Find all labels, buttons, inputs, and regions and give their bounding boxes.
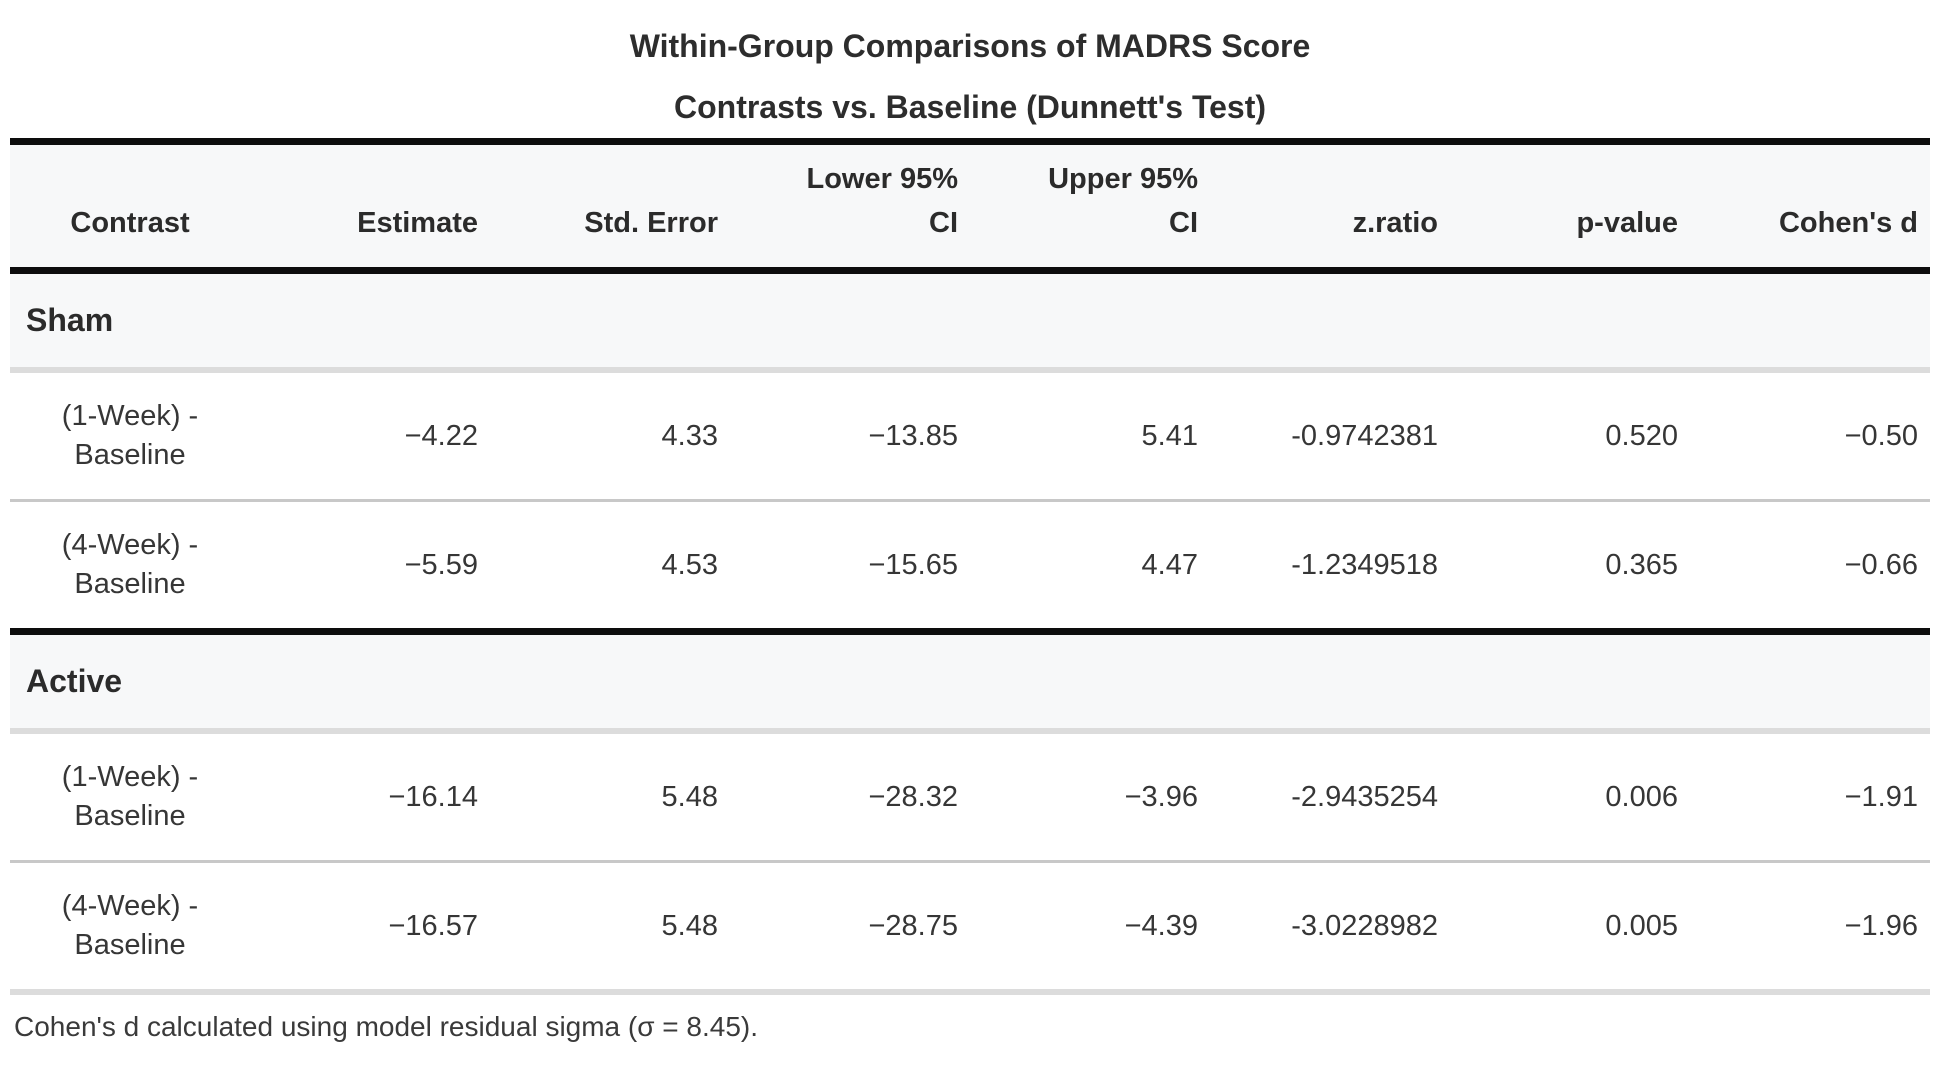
cell-contrast: (4-Week) - Baseline	[61, 529, 199, 600]
table-body: Sham (1-Week) - Baseline −4.22 4.33 −13.…	[10, 270, 1930, 992]
cell-std-error: 4.53	[661, 548, 718, 581]
cell-contrast: (1-Week) - Baseline	[61, 761, 199, 832]
cell-cohens-d: −0.66	[1844, 548, 1918, 581]
column-header-std-error: Std. Error	[584, 207, 718, 239]
cell-upper-ci: −4.39	[1124, 909, 1198, 942]
cell-cohens-d: −1.91	[1844, 780, 1918, 813]
cell-estimate: −16.14	[388, 780, 478, 813]
column-header-contrast: Contrast	[70, 207, 190, 239]
table-head: Contrast Estimate Std. Error Lower 95% C…	[10, 141, 1930, 271]
table-title: Within-Group Comparisons of MADRS Score	[629, 28, 1311, 64]
table-footnote: Cohen's d calculated using model residua…	[14, 1011, 759, 1042]
group-label-sham: Sham	[26, 302, 114, 338]
cell-upper-ci: 5.41	[1141, 419, 1198, 452]
cell-std-error: 4.33	[661, 419, 718, 452]
table-row-active-4week: (4-Week) - Baseline −16.57 5.48 −28.75 −…	[10, 861, 1930, 992]
table-row-sham-1week: (1-Week) - Baseline −4.22 4.33 −13.85 5.…	[10, 370, 1930, 501]
cell-z-ratio: -1.2349518	[1291, 548, 1438, 581]
cell-estimate: −5.59	[404, 548, 478, 581]
cell-lower-ci: −13.85	[868, 419, 958, 452]
cell-lower-ci: −15.65	[868, 548, 958, 581]
cell-cohens-d: −1.96	[1844, 909, 1918, 942]
column-header-p-value: p-value	[1576, 207, 1678, 239]
column-header-upper-ci: Upper 95% CI	[1048, 163, 1198, 239]
column-header-row: Contrast Estimate Std. Error Lower 95% C…	[10, 141, 1930, 271]
column-header-z-ratio: z.ratio	[1352, 207, 1438, 239]
cell-upper-ci: −3.96	[1124, 780, 1198, 813]
cell-lower-ci: −28.32	[868, 780, 958, 813]
cell-p-value: 0.365	[1605, 548, 1678, 581]
cell-estimate: −4.22	[404, 419, 478, 452]
cell-cohens-d: −0.50	[1844, 419, 1918, 452]
cell-std-error: 5.48	[661, 909, 718, 942]
cell-z-ratio: -0.9742381	[1291, 419, 1438, 452]
column-header-estimate: Estimate	[357, 207, 478, 239]
table-row-sham-4week: (4-Week) - Baseline −5.59 4.53 −15.65 4.…	[10, 500, 1930, 632]
group-label-active: Active	[26, 663, 123, 699]
table-row-active-1week: (1-Week) - Baseline −16.14 5.48 −28.32 −…	[10, 731, 1930, 862]
column-header-cohens-d: Cohen's d	[1778, 207, 1918, 239]
cell-contrast: (4-Week) - Baseline	[61, 890, 199, 961]
cell-p-value: 0.006	[1605, 780, 1678, 813]
cell-p-value: 0.520	[1605, 419, 1678, 452]
cell-upper-ci: 4.47	[1141, 548, 1198, 581]
cell-z-ratio: -3.0228982	[1291, 909, 1438, 942]
cell-estimate: −16.57	[388, 909, 478, 942]
cell-std-error: 5.48	[661, 780, 718, 813]
cell-z-ratio: -2.9435254	[1291, 780, 1438, 813]
cell-lower-ci: −28.75	[868, 909, 958, 942]
column-header-lower-ci: Lower 95% CI	[806, 163, 959, 239]
cell-p-value: 0.005	[1605, 909, 1678, 942]
madrs-contrasts-table: Contrast Estimate Std. Error Lower 95% C…	[10, 138, 1930, 995]
cell-contrast: (1-Week) - Baseline	[61, 400, 199, 471]
group-row-active: Active	[10, 631, 1930, 731]
table-header-block: Within-Group Comparisons of MADRS Score …	[0, 0, 1940, 138]
table-subtitle: Contrasts vs. Baseline (Dunnett's Test)	[673, 89, 1267, 125]
group-row-sham: Sham	[10, 270, 1930, 370]
